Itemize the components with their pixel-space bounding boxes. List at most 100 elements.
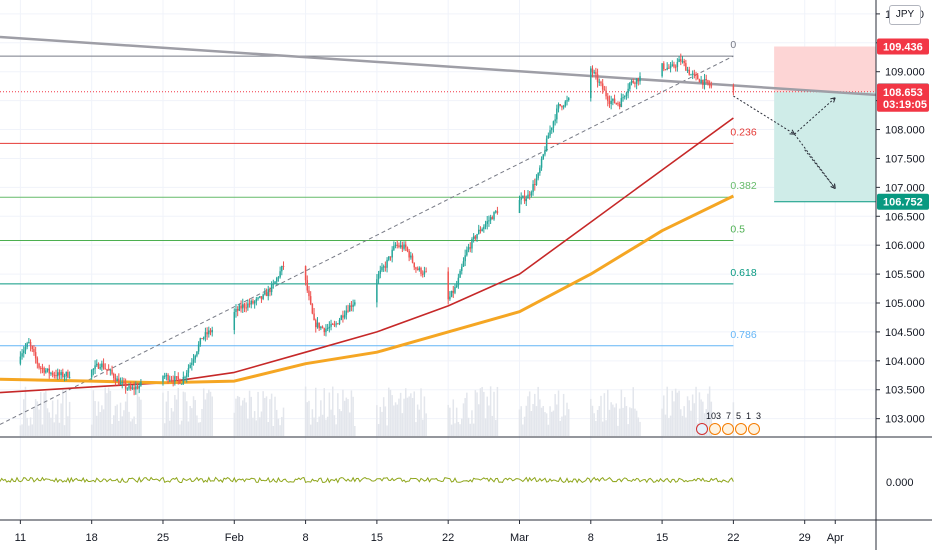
candle-body [696, 75, 699, 80]
volume-bar [204, 399, 207, 436]
volume-bar [637, 417, 640, 436]
price-projection-arrows[interactable] [733, 95, 836, 189]
volume-bar [277, 418, 280, 436]
volume-bar [377, 424, 380, 436]
candle-body [347, 310, 349, 312]
volume-bar [131, 419, 134, 436]
volume-bar [116, 404, 118, 436]
candle-body [685, 63, 687, 71]
candle-body [97, 363, 100, 369]
volume-bar [617, 425, 619, 436]
candle-body [552, 121, 555, 128]
volume-bar [255, 420, 258, 436]
volume-bar [240, 405, 242, 436]
volume-bar [338, 409, 341, 436]
volume-bar [477, 404, 480, 436]
candle-body [114, 378, 117, 382]
candle-body [328, 326, 331, 328]
volume-bar [136, 389, 139, 436]
candle-body [520, 197, 522, 200]
candle-body [94, 365, 96, 369]
event-flag-icon[interactable] [735, 423, 747, 435]
candle-body [201, 338, 203, 340]
candle-body [420, 267, 422, 274]
candle-body [118, 378, 120, 385]
currency-label[interactable]: JPY [889, 5, 921, 25]
volume-bar [170, 407, 173, 436]
volume-bar [664, 414, 667, 436]
volume-bar [43, 392, 45, 436]
volume-bar [33, 408, 35, 436]
trendline[interactable] [0, 35, 877, 97]
volume-bar [698, 392, 701, 436]
projection-arrowhead [789, 129, 795, 135]
candle-body [36, 358, 39, 364]
volume-bar [561, 416, 563, 436]
volume-bar [39, 392, 42, 436]
volume-bar [167, 391, 169, 436]
candle-body [542, 154, 545, 159]
volume-bar [608, 409, 611, 436]
volume-bar [235, 398, 237, 436]
economic-events-row[interactable]: 10 3 7 5 1 3 [696, 411, 776, 437]
candle-body [55, 375, 57, 377]
candle-body [396, 244, 399, 246]
volume-bar [620, 389, 623, 436]
candle-body [547, 135, 550, 139]
candle-body [623, 95, 626, 98]
time-tick-label: 22 [727, 532, 739, 544]
volume-bar [530, 411, 533, 436]
volume-bar [179, 424, 181, 436]
volume-bar [695, 386, 697, 436]
price-tick-label: 106.000 [885, 240, 925, 252]
candle-body [316, 322, 319, 328]
event-flag-icon[interactable] [748, 423, 760, 435]
projection-segment [794, 97, 836, 135]
volume-bar [264, 397, 266, 436]
candle-body [338, 319, 341, 324]
event-flag-icon[interactable] [722, 423, 734, 435]
volume-bar [352, 396, 354, 436]
volume-bar [590, 398, 592, 436]
candle-body [469, 247, 472, 249]
volume-bar [340, 411, 342, 436]
volume-bar [683, 406, 685, 436]
volume-bar [313, 417, 315, 436]
volume-bar [46, 408, 49, 436]
candle-body [486, 221, 488, 224]
fibonacci-retracement[interactable]: 0 0.236 0.382 0.5 0.618 0.786 [0, 39, 757, 425]
candle-body [182, 376, 185, 384]
candle-body [625, 93, 628, 96]
candle-body [398, 245, 400, 247]
volume-bar [272, 425, 275, 436]
projection-segment [733, 95, 795, 135]
us-flag-icon[interactable] [696, 423, 708, 435]
candle-body [262, 294, 264, 299]
candle-body [455, 285, 458, 288]
candle-body [549, 130, 551, 136]
volume-bar [68, 401, 71, 436]
event-count: 5 [736, 411, 742, 421]
volume-bar [545, 413, 548, 436]
short-position-tool[interactable] [0, 46, 876, 203]
candle-body [129, 386, 132, 389]
volume-bar [53, 422, 56, 436]
volume-bar [612, 404, 614, 436]
volume-bar [180, 420, 183, 436]
volume-bar [36, 401, 39, 436]
volume-bar [194, 400, 196, 436]
candle-body [462, 261, 465, 267]
candle-body [58, 372, 61, 376]
volume-bar [416, 404, 419, 436]
volume-bar [666, 386, 668, 436]
volume-bar [267, 422, 269, 436]
candle-body [732, 85, 735, 91]
candle-body [343, 314, 346, 318]
projection-segment [794, 133, 836, 189]
candle-body [618, 103, 621, 107]
candle-body [323, 328, 326, 333]
event-flag-icon[interactable] [709, 423, 721, 435]
volume-bar [686, 396, 689, 436]
